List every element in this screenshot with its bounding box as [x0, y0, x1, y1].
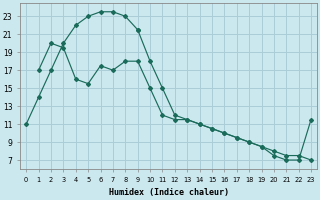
X-axis label: Humidex (Indice chaleur): Humidex (Indice chaleur) [108, 188, 228, 197]
